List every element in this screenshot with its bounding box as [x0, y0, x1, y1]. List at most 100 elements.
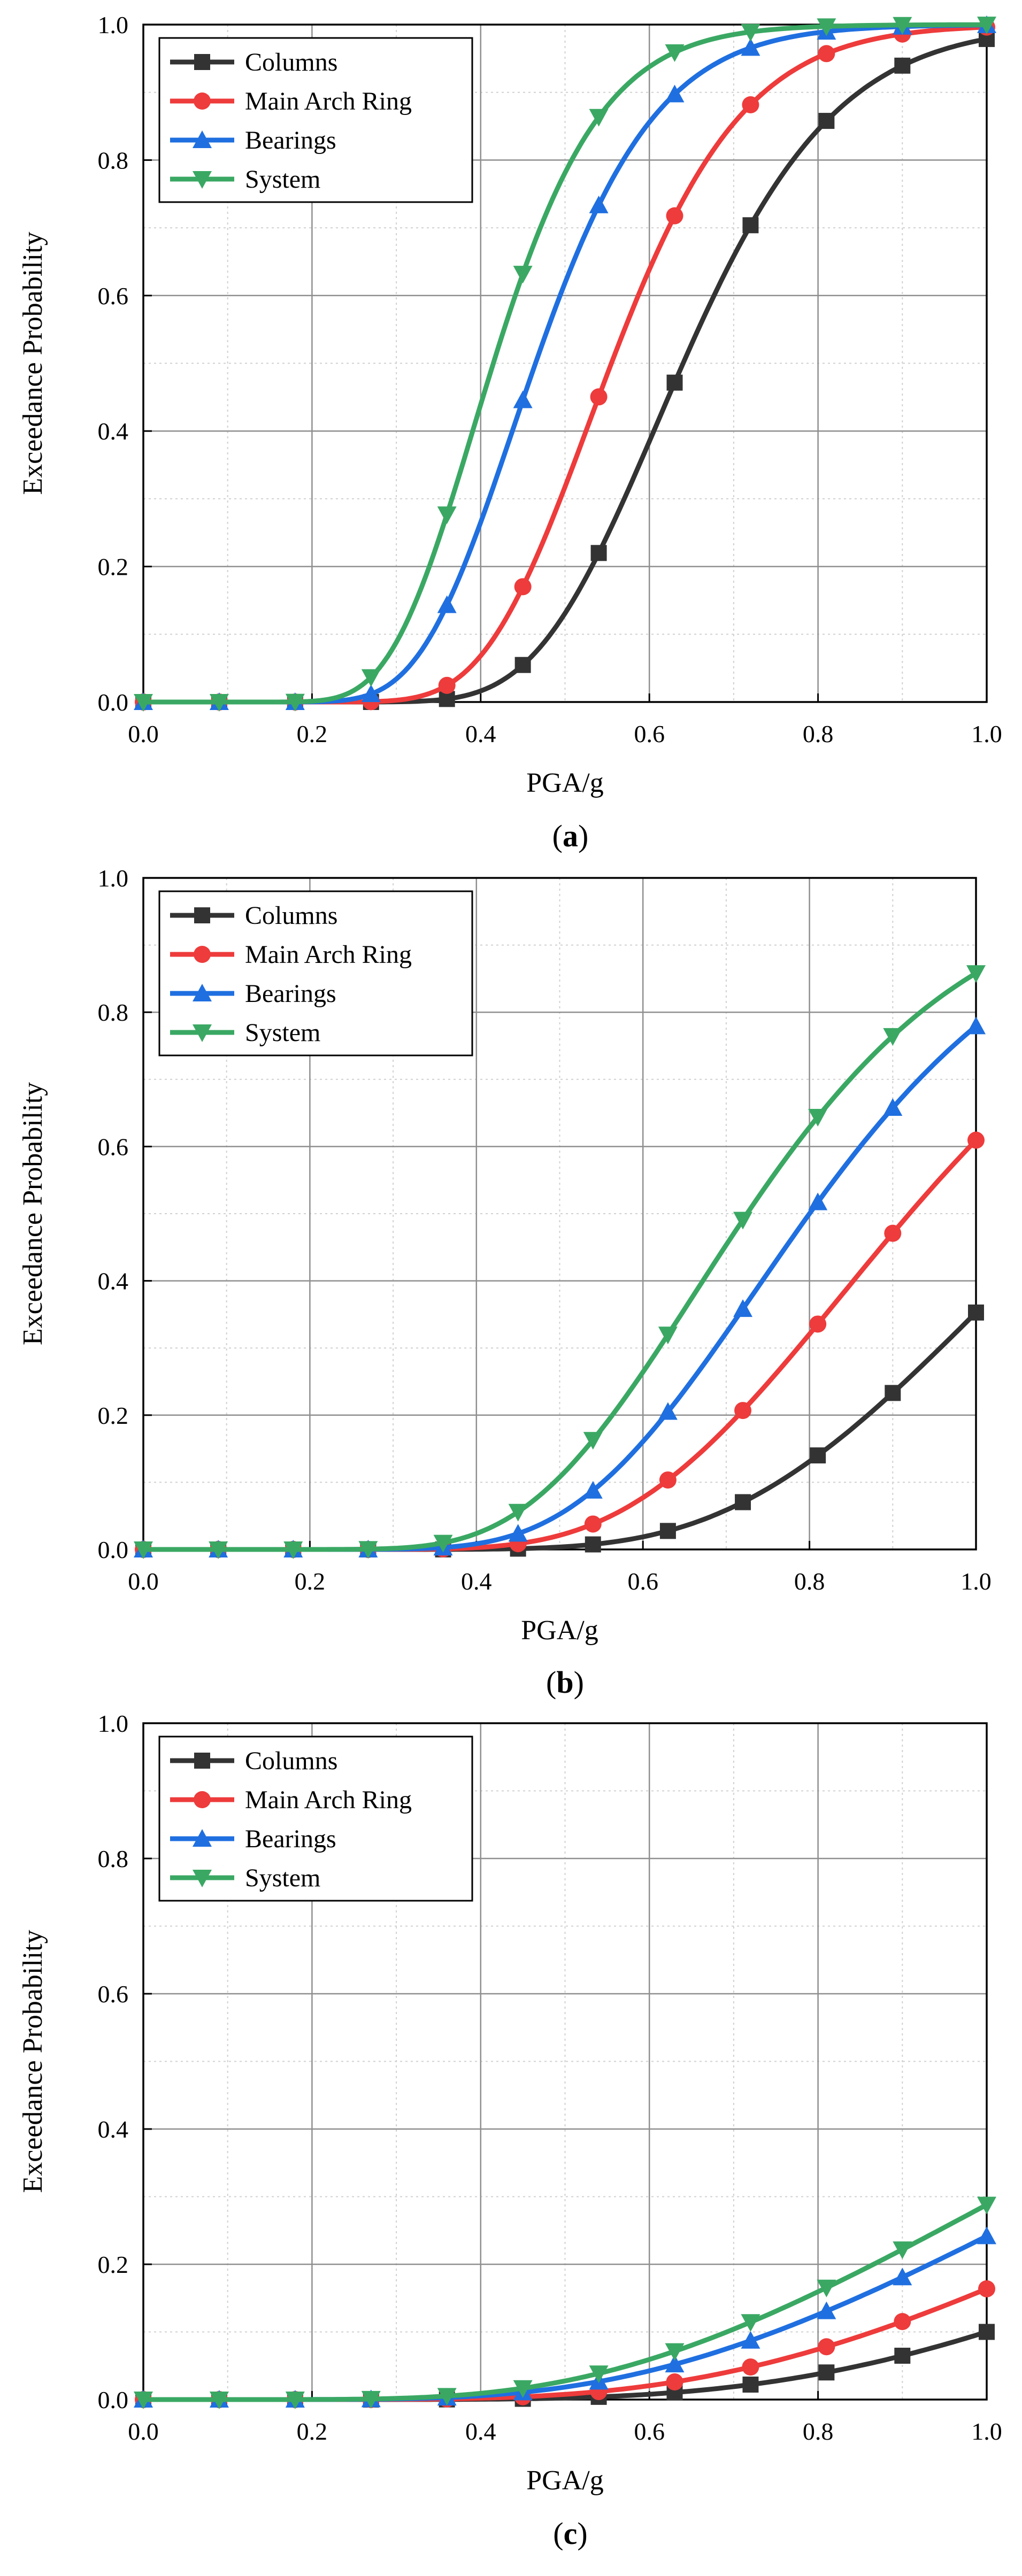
- data-point-marker: [741, 24, 760, 42]
- x-tick-label: 0.8: [803, 2418, 834, 2445]
- legend-swatch-marker: [194, 1753, 210, 1769]
- data-point-marker: [808, 1108, 828, 1127]
- y-tick-label: 0.4: [98, 418, 129, 445]
- caption-letter: c: [564, 2516, 578, 2551]
- y-tick-label: 0.6: [98, 1133, 129, 1160]
- data-point-marker: [966, 1016, 986, 1035]
- legend-label: Main Arch Ring: [245, 1786, 412, 1814]
- y-tick-label: 1.0: [98, 11, 129, 38]
- legend-swatch-marker: [194, 92, 211, 110]
- data-point-marker: [589, 195, 609, 213]
- data-point-marker: [742, 2376, 759, 2393]
- data-point-marker: [513, 266, 533, 284]
- y-tick-label: 0.8: [98, 999, 129, 1026]
- legend-label: Bearings: [245, 1825, 336, 1853]
- data-point-marker: [893, 17, 912, 35]
- x-tick-label: 0.2: [297, 720, 328, 747]
- data-point-marker: [977, 2196, 996, 2215]
- data-point-marker: [659, 1523, 676, 1539]
- data-point-marker: [979, 2324, 995, 2340]
- data-point-marker: [885, 1385, 901, 1401]
- chart-panel-c: 0.0 0.2 0.4 0.6 0.8 1.0 0.0 0.2 0.4 0.6 0.8 1.0 PGA/…: [18, 1710, 1002, 2551]
- data-point-marker: [818, 2338, 835, 2356]
- data-point-marker: [883, 1098, 903, 1116]
- data-point-marker: [817, 18, 836, 36]
- y-tick-label: 1.0: [98, 1710, 129, 1737]
- caption-letter: b: [556, 1665, 573, 1700]
- legend: Columns Main Arch Ring Bearings System: [158, 890, 473, 1056]
- x-axis-label: PGA/g: [526, 768, 603, 798]
- legend-label: Columns: [245, 1747, 337, 1775]
- x-tick-label: 1.0: [960, 1568, 992, 1595]
- data-point-marker: [741, 38, 760, 56]
- x-tick-label: 0.8: [794, 1568, 825, 1595]
- legend-box: [158, 37, 473, 203]
- x-tick-label: 0.4: [461, 1568, 492, 1595]
- legend-swatch-marker: [194, 946, 211, 963]
- x-tick-label: 0.0: [128, 720, 159, 747]
- caption-open-paren: (: [552, 819, 563, 853]
- data-point-marker: [741, 2314, 760, 2332]
- chart-panel-b: 0.0 0.2 0.4 0.6 0.8 1.0 0.0 0.2 0.4 0.6 0.8 1.0 PGA/…: [18, 865, 992, 1700]
- data-point-marker: [437, 2388, 457, 2406]
- legend-swatch-marker: [193, 1024, 212, 1042]
- x-tick-label: 0.2: [297, 2418, 328, 2445]
- data-point-marker: [589, 2365, 609, 2384]
- legend-swatch-marker: [194, 907, 210, 923]
- legend-swatch-marker: [194, 1791, 211, 1808]
- panel-caption: (b): [546, 1665, 584, 1700]
- legend-box: [158, 890, 473, 1056]
- data-point-marker: [659, 1471, 677, 1489]
- data-point-marker: [742, 2358, 759, 2376]
- data-point-marker: [358, 1541, 378, 1559]
- y-tick-label: 0.6: [98, 282, 129, 310]
- data-point-marker: [361, 2390, 381, 2409]
- data-point-marker: [733, 1299, 753, 1317]
- legend-swatch-marker: [193, 1829, 212, 1847]
- legend-swatch-marker: [193, 1870, 212, 1887]
- data-point-marker: [438, 676, 456, 694]
- data-point-marker: [977, 2226, 996, 2245]
- legend-label: System: [245, 1019, 320, 1047]
- panels: 0.0 0.2 0.4 0.6 0.8 1.0 0.0 0.2 0.4 0.6 0.8 1.0 PGA/…: [18, 11, 1002, 2551]
- data-point-marker: [584, 1515, 602, 1533]
- data-point-marker: [134, 2392, 153, 2409]
- data-point-marker: [590, 545, 607, 561]
- data-point-marker: [658, 1326, 678, 1345]
- y-tick-label: 0.2: [98, 553, 129, 581]
- data-point-marker: [585, 1536, 601, 1553]
- x-tick-label: 0.6: [627, 1568, 658, 1595]
- panel-caption: (a): [552, 819, 589, 853]
- data-point-marker: [209, 2392, 229, 2409]
- data-point-marker: [437, 506, 457, 525]
- data-point-marker: [590, 388, 608, 406]
- data-point-marker: [735, 1494, 751, 1510]
- y-tick-label: 0.6: [98, 1980, 129, 2008]
- data-point-marker: [817, 2301, 836, 2319]
- data-point-marker: [285, 2391, 305, 2409]
- data-point-marker: [283, 1541, 303, 1559]
- data-point-marker: [742, 96, 759, 113]
- caption-open-paren: (: [553, 2516, 563, 2551]
- y-axis-label: Exceedance Probability: [18, 232, 48, 495]
- plot-frame: [142, 24, 988, 703]
- x-tick-label: 1.0: [971, 720, 1002, 747]
- series-line: [143, 1024, 978, 1552]
- series-system: [134, 965, 986, 1559]
- legend-label: Bearings: [245, 126, 336, 155]
- x-tick-label: 0.4: [465, 720, 496, 747]
- data-point-marker: [818, 45, 835, 63]
- data-point-marker: [968, 1304, 984, 1321]
- caption-letter: a: [563, 819, 578, 853]
- data-point-marker: [734, 1402, 752, 1420]
- x-tick-label: 0.4: [465, 2418, 496, 2445]
- data-point-marker: [666, 207, 683, 225]
- data-point-marker: [514, 657, 531, 673]
- data-point-marker: [134, 1541, 153, 1559]
- data-point-marker: [285, 693, 305, 712]
- data-point-marker: [583, 1480, 603, 1499]
- data-point-marker: [894, 57, 911, 74]
- data-point-marker: [589, 109, 609, 127]
- legend-swatch-marker: [193, 130, 212, 148]
